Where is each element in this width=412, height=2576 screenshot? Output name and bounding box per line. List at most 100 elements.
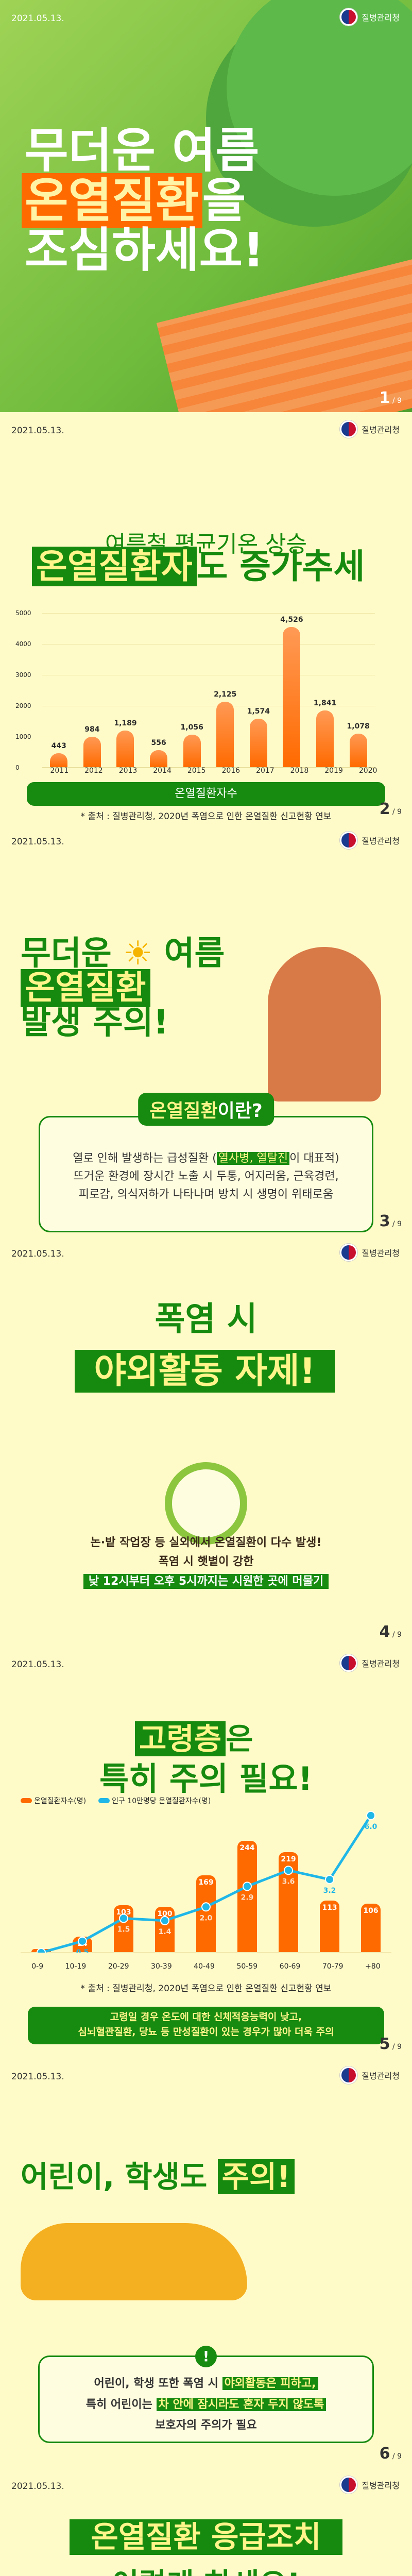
bar: 556 (150, 739, 168, 767)
page-indicator: 2 / 9 (379, 800, 402, 818)
kdca-logo-icon (340, 1654, 358, 1672)
elderly-note: 고령일 경우 온도에 대한 신체적응능력이 낮고, 심뇌혈관질환, 당뇨 등 만성… (28, 2007, 384, 2044)
bar: 1,078 (347, 722, 370, 767)
org-name: 질병관리청 (362, 2481, 400, 2490)
legend-swatch-line-icon (98, 1798, 110, 1803)
elderly-title: 고령층 은 (135, 1721, 253, 1756)
children-title: 어린이, 학생도 주의! (21, 2159, 295, 2194)
bar: 100 (155, 1906, 175, 1952)
bar: 106 (361, 1904, 381, 1952)
panel-outdoor-activity: 2021.05.13. 질병관리청 폭염 시 야외활동 자제! 논·밭 작업장 … (0, 1235, 412, 1646)
org-badge: 질병관리청 (340, 1654, 400, 1672)
page-indicator: 4 / 9 (379, 1623, 402, 1641)
cover-title-suffix: 을 (202, 173, 246, 228)
org-name: 질병관리청 (362, 425, 400, 435)
age-chart-legend: 온열질환자수(명) 인구 10만명당 온열질환자수(명) (21, 1795, 211, 1806)
definition-tag: 온열질환이란? (138, 1093, 274, 1126)
outdoor-title-line1: 폭염 시 (154, 1300, 258, 1338)
bar: 244 (237, 1841, 257, 1952)
kdca-logo-icon (340, 1244, 358, 1261)
bar: 103 (114, 1905, 133, 1952)
definition-text: 열로 인해 발생하는 급성질환 (열사병, 열탈진 이 대표적) 뜨거운 환경에 … (73, 1152, 339, 1201)
kdca-logo-icon (340, 2476, 358, 2494)
kdca-logo-icon (340, 8, 358, 26)
panel-children: 2021.05.13. 질병관리청 어린이, 학생도 주의! ! 어린이, 학생… (0, 2058, 412, 2468)
chart-title-highlight: 온열질환자 (32, 547, 197, 586)
car-illustration (21, 2223, 247, 2300)
panel-cover: 2021.05.13. 질병관리청 무더운 여름 온열질환을 조심하세요! 1 … (0, 0, 412, 412)
bar: 1,841 (314, 699, 336, 767)
sun-icon: ☀ (123, 935, 153, 973)
kdca-logo-icon (340, 832, 358, 849)
definition-box: 온열질환이란? 열로 인해 발생하는 급성질환 (열사병, 열탈진 이 대표적) … (39, 1093, 373, 1232)
source-note: * 출처 : 질병관리청, 2020년 폭염으로 인한 온열질환 신고현황 연보 (80, 1984, 332, 1994)
date: 2021.05.13. (11, 426, 64, 436)
tree-illustration (227, 0, 412, 196)
warning-title-highlight: 온열질환 (21, 969, 150, 1008)
org-name: 질병관리청 (362, 1659, 400, 1669)
org-badge: 질병관리청 (340, 8, 400, 26)
svg-text:0.5: 0.5 (76, 1948, 89, 1953)
date: 2021.05.13. (11, 13, 64, 24)
org-badge: 질병관리청 (340, 1244, 400, 1261)
date: 2021.05.13. (11, 837, 64, 847)
chart-title-rest: 도 증가추세 (196, 547, 365, 586)
per-capita-line: 00.51.51.42.02.93.63.26.0 (37, 1811, 377, 1953)
cover-title-line1: 무더운 여름 (25, 123, 260, 178)
bar: 1,189 (114, 719, 137, 767)
org-name: 질병관리청 (362, 1248, 400, 1258)
svg-text:3.6: 3.6 (282, 1877, 295, 1886)
bar: 169 (196, 1875, 216, 1952)
children-warning-text: 어린이, 학생 또한 폭염 시 야외활동은 피하고, 특히 어린이는 차 안에 … (40, 2374, 372, 2436)
svg-text:1.4: 1.4 (159, 1928, 171, 1936)
age-combo-chart: 24103100169244219113106 (21, 1811, 391, 1953)
org-name: 질병관리청 (362, 13, 400, 23)
kdca-logo-icon (340, 2066, 358, 2084)
bar: 443 (50, 742, 68, 767)
date: 2021.05.13. (11, 1249, 64, 1259)
panel-trend-chart: 2021.05.13. 질병관리청 여름철 평균기온 상승 온열질환자 도 증가추… (0, 412, 412, 823)
cover-title-line3: 조심하세요! (25, 223, 265, 278)
page-indicator: 3 / 9 (379, 1212, 402, 1230)
bar: 2,125 (214, 690, 236, 767)
page-indicator: 5 / 9 (379, 2035, 402, 2053)
org-badge: 질병관리청 (340, 2476, 400, 2494)
cover-title-highlight: 온열질환 (22, 173, 202, 228)
svg-text:2.0: 2.0 (200, 1914, 213, 1922)
date: 2021.05.13. (11, 1659, 64, 1670)
woman-illustration (268, 947, 381, 1101)
svg-text:2.9: 2.9 (241, 1893, 254, 1902)
elderly-title-line2: 특히 주의 필요! (99, 1760, 313, 1798)
exclamation-icon: ! (195, 2346, 217, 2367)
page-indicator: 6 / 9 (379, 2445, 402, 2463)
org-name: 질병관리청 (362, 836, 400, 846)
picnic-blanket-illustration (156, 258, 412, 412)
bar: 1,056 (181, 723, 203, 767)
org-badge: 질병관리청 (340, 420, 400, 438)
legend-swatch-bar-icon (21, 1798, 32, 1803)
warning-title: 무더운 ☀ 여름 온열질환 발생 주의! (21, 935, 225, 1042)
first-aid-title-line2: 이렇게 하세요! (0, 2569, 412, 2576)
org-name: 질병관리청 (362, 2071, 400, 2081)
bar: 113 (320, 1901, 339, 1952)
panel-elderly: 2021.05.13. 질병관리청 고령층 은 특히 주의 필요! 온열질환자수(… (0, 1646, 412, 2058)
org-badge: 질병관리청 (340, 832, 400, 849)
first-aid-title: 온열질환 응급조치 (70, 2519, 342, 2555)
chart-title: 온열질환자 도 증가추세 (32, 547, 365, 586)
bar: 4,526 (280, 616, 303, 767)
source-note: * 출처 : 질병관리청, 2020년 폭염으로 인한 온열질환 신고현황 연보 (80, 811, 332, 822)
x-axis-labels: 2011 2012 2013 2014 2015 2016 2017 2018 2019 2020 (50, 767, 377, 775)
age-axis-labels: 0-9 10-19 20-29 30-39 40-49 50-59 60-69 70-79 +8… (31, 1962, 381, 1971)
svg-text:1.5: 1.5 (117, 1925, 130, 1934)
date: 2021.05.13. (11, 2481, 64, 2492)
date: 2021.05.13. (11, 2072, 64, 2082)
clock-icon (165, 1462, 247, 1545)
org-badge: 질병관리청 (340, 2066, 400, 2084)
bar: 984 (83, 725, 101, 767)
cover-title: 무더운 여름 온열질환을 조심하세요! (22, 123, 265, 278)
kdca-logo-icon (340, 420, 358, 438)
bar: 1,574 (247, 707, 270, 767)
outdoor-title-highlight: 야외활동 자제! (75, 1350, 335, 1393)
outdoor-text: 논·밭 작업장 등 실외에서 온열질환이 다수 발생! 폭염 시 햇볕이 강한 … (0, 1533, 412, 1591)
children-warning-box: ! 어린이, 학생 또한 폭염 시 야외활동은 피하고, 특히 어린이는 차 안… (38, 2346, 374, 2443)
